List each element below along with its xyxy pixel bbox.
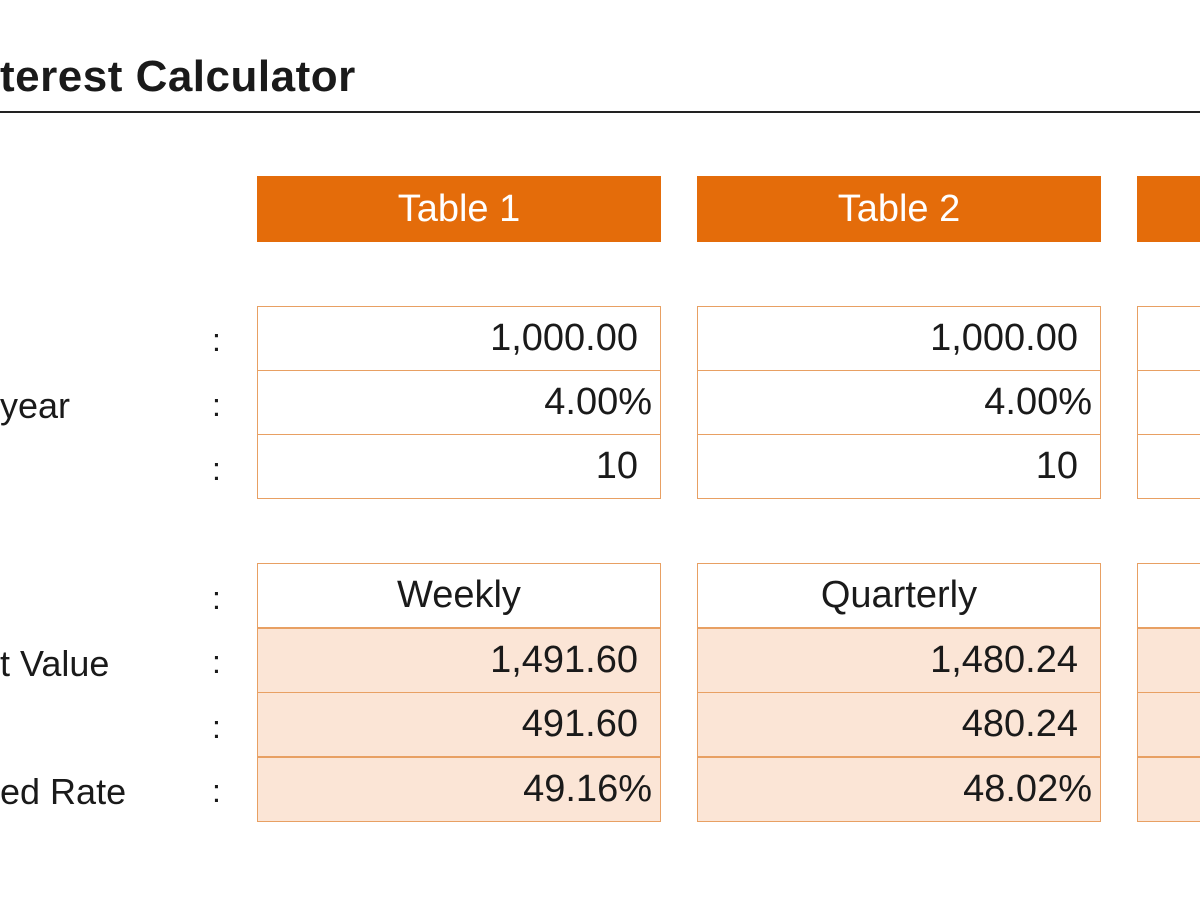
table-2: Table 2 1,000.00 4.00% 10 Quarterly 1,48… <box>697 0 1101 900</box>
title-underline <box>0 111 1200 113</box>
colon-rate: : <box>212 387 221 423</box>
table-1: Table 1 1,000.00 4.00% 10 Weekly 1,491.6… <box>257 0 661 900</box>
table-3-principal-input[interactable] <box>1137 306 1200 371</box>
table-3-frequency-select[interactable] <box>1137 563 1200 628</box>
colon-interest: : <box>212 709 221 745</box>
table-1-future-value: 1,491.60 <box>257 628 661 693</box>
table-2-effective-rate: 48.02% <box>697 757 1101 822</box>
table-1-frequency-select[interactable]: Weekly <box>257 563 661 628</box>
table-2-frequency-select[interactable]: Quarterly <box>697 563 1101 628</box>
table-1-header: Table 1 <box>257 176 661 242</box>
table-2-rate-input[interactable]: 4.00% <box>697 370 1101 435</box>
table-2-principal-input[interactable]: 1,000.00 <box>697 306 1101 371</box>
table-3-years-input[interactable] <box>1137 434 1200 499</box>
table-2-header: Table 2 <box>697 176 1101 242</box>
table-1-principal-input[interactable]: 1,000.00 <box>257 306 661 371</box>
table-3-interest <box>1137 692 1200 757</box>
label-future-value: t Value <box>0 643 110 684</box>
table-2-future-value: 1,480.24 <box>697 628 1101 693</box>
table-3-effective-rate <box>1137 757 1200 822</box>
colon-years: : <box>212 451 221 487</box>
colon-future-value: : <box>212 644 221 680</box>
colon-frequency: : <box>212 580 221 616</box>
table-1-effective-rate: 49.16% <box>257 757 661 822</box>
table-1-rate-input[interactable]: 4.00% <box>257 370 661 435</box>
table-2-interest: 480.24 <box>697 692 1101 757</box>
colon-effective-rate: : <box>212 773 221 809</box>
colon-principal: : <box>212 322 221 358</box>
table-3-future-value <box>1137 628 1200 693</box>
table-1-interest: 491.60 <box>257 692 661 757</box>
table-3-rate-input[interactable] <box>1137 370 1200 435</box>
table-1-years-input[interactable]: 10 <box>257 434 661 499</box>
table-2-years-input[interactable]: 10 <box>697 434 1101 499</box>
table-3-header <box>1137 176 1200 242</box>
label-rate-per-year: year <box>0 385 71 426</box>
label-effective-rate: ed Rate <box>0 771 127 812</box>
page-title: terest Calculator <box>0 52 356 101</box>
table-3 <box>1137 0 1200 900</box>
